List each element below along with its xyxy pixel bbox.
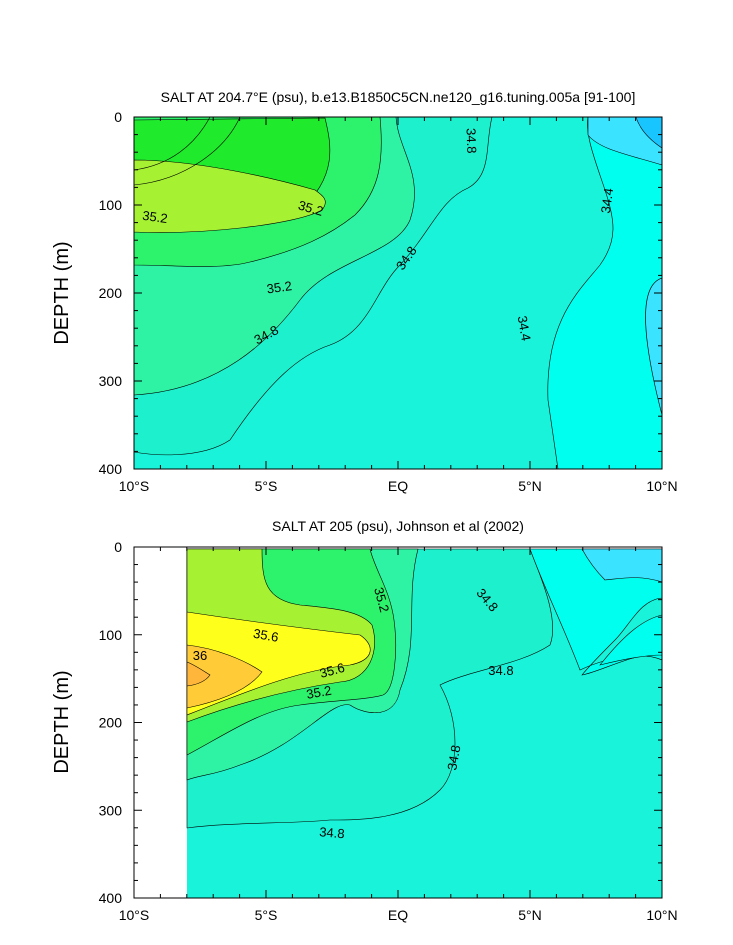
contour-label-text: 35.2 <box>141 208 168 226</box>
x-tick-label: 5°N <box>518 478 542 494</box>
contour-label: 35.6 <box>252 626 280 645</box>
panel-bottom-x-axis: 10°S 5°S EQ 5°N 10°N <box>119 547 678 923</box>
contour-label-text: 35.2 <box>266 278 293 296</box>
contour-label-text: 36 <box>193 648 207 663</box>
x-tick-label: 5°N <box>518 907 542 923</box>
contour-label: 35.6 <box>318 660 346 681</box>
contour-label: 34.8 <box>488 663 513 678</box>
panel-bottom-contour-field <box>186 548 662 898</box>
contour-label-text: 34.4 <box>515 315 534 343</box>
contour-label-text: 34.4 <box>598 187 616 214</box>
y-tick-label: 0 <box>114 539 122 555</box>
contour-label-text: 35.6 <box>318 660 346 681</box>
x-tick-label: 10°N <box>646 907 677 923</box>
panel-bottom-title: SALT AT 205 (psu), Johnson et al (2002) <box>272 518 524 534</box>
contour-left-1 <box>134 117 211 171</box>
panel-top-y-axis-title: DEPTH (m) <box>51 241 73 344</box>
x-tick-label: 5°S <box>255 907 278 923</box>
contour-label-text: 34.8 <box>488 663 513 678</box>
contour-label: 34.8 <box>463 128 479 154</box>
fill-36-core-inner <box>186 661 211 687</box>
panel-bottom-y-axis-title: DEPTH (m) <box>51 670 73 773</box>
fill-35.6-core <box>134 159 326 233</box>
fill-cyan-upper-right-deep <box>635 117 662 149</box>
contour-label-text: 34.8 <box>463 128 479 154</box>
contour-left-2 <box>134 117 241 186</box>
contour-label-text: 35.2 <box>297 197 325 218</box>
panel-top-x-axis: 10°S 5°S EQ 5°N 10°N <box>119 117 678 494</box>
y-tick-label: 200 <box>99 285 123 301</box>
y-tick-label: 300 <box>99 802 123 818</box>
contour-label: 35.2 <box>141 208 168 226</box>
contour-label: 35.2 <box>305 683 333 702</box>
contour-label: 35.2 <box>297 197 325 218</box>
y-tick-label: 100 <box>99 627 123 643</box>
contour-label: 36 <box>193 648 207 663</box>
panel-bottom-y-axis: 0 100 200 300 400 <box>99 539 662 906</box>
panel-top-contour-field <box>134 117 662 469</box>
x-tick-label: EQ <box>388 907 408 923</box>
contour-label: 34.4 <box>515 315 534 343</box>
contour-label: 34.4 <box>598 187 616 214</box>
contour-label-text: 35.2 <box>371 586 392 614</box>
panel-top: SALT AT 204.7°E (psu), b.e13.B1850C5CN.n… <box>51 89 678 494</box>
fill-cyan-deep-upper-right <box>581 548 662 583</box>
contour-label: 35.2 <box>371 586 392 614</box>
y-tick-label: 300 <box>99 373 123 389</box>
y-tick-label: 200 <box>99 715 123 731</box>
x-tick-label: 5°S <box>255 478 278 494</box>
contour-label-text: 34.8 <box>444 744 463 772</box>
fill-cyan-right-tongue <box>599 614 662 666</box>
contour-label-text: 35.2 <box>305 683 333 702</box>
y-tick-label: 100 <box>99 197 123 213</box>
fill-36-core <box>186 644 263 709</box>
contour-label: 34.8 <box>319 824 346 841</box>
x-tick-label: EQ <box>388 478 408 494</box>
contour-label-text: 35.6 <box>252 626 280 645</box>
contour-label: 35.2 <box>266 278 293 296</box>
panel-bottom: SALT AT 205 (psu), Johnson et al (2002) … <box>51 518 678 923</box>
contour-label-text: 34.8 <box>319 824 346 841</box>
x-tick-label: 10°S <box>119 478 150 494</box>
panel-top-title: SALT AT 204.7°E (psu), b.e13.B1850C5CN.n… <box>161 89 636 105</box>
y-tick-label: 0 <box>114 109 122 125</box>
x-tick-label: 10°N <box>646 478 677 494</box>
panel-top-y-axis: 0 100 200 300 400 <box>99 109 662 477</box>
contour-label: 34.8 <box>444 744 463 772</box>
y-tick-label: 400 <box>99 890 123 906</box>
x-tick-label: 10°S <box>119 907 150 923</box>
y-tick-label: 400 <box>99 461 123 477</box>
